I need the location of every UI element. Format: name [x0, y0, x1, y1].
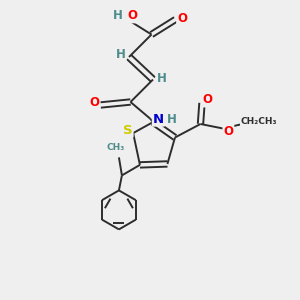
- Text: H: H: [113, 9, 123, 22]
- Text: O: O: [127, 9, 137, 22]
- Text: CH₂CH₃: CH₂CH₃: [241, 117, 277, 126]
- Text: H: H: [157, 72, 166, 85]
- Text: N: N: [153, 112, 164, 126]
- Text: S: S: [123, 124, 133, 136]
- Text: O: O: [177, 11, 187, 25]
- Text: H: H: [167, 112, 176, 126]
- Text: O: O: [224, 125, 233, 138]
- Text: H: H: [116, 48, 125, 61]
- Text: O: O: [89, 96, 100, 109]
- Text: CH₃: CH₃: [107, 143, 125, 152]
- Text: O: O: [202, 94, 212, 106]
